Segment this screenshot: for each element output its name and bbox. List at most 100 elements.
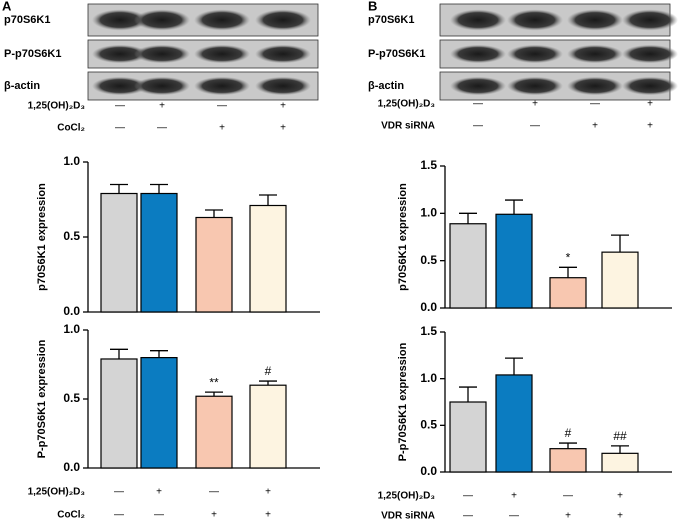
condition-sign: — — [115, 123, 125, 134]
condition-sign: — — [463, 511, 473, 522]
y-tick-label: 0.0 — [420, 300, 437, 314]
bar — [100, 358, 138, 469]
blot-label: P-p70S6K1 — [4, 48, 61, 60]
condition-sign: + — [211, 510, 217, 521]
condition-label: 1,25(OH)₂D₃ — [28, 487, 86, 498]
condition-sign: — — [563, 491, 573, 502]
condition-sign: + — [617, 511, 623, 522]
bar — [449, 401, 487, 473]
significance-mark: ## — [613, 429, 627, 443]
blot-band — [194, 44, 250, 64]
condition-label: CoCl₂ — [57, 510, 85, 521]
condition-sign: + — [159, 101, 165, 112]
bar — [495, 213, 533, 309]
condition-sign: + — [280, 123, 286, 134]
bar — [140, 357, 178, 469]
bar — [601, 452, 639, 473]
y-tick-label: 0.0 — [420, 464, 437, 478]
y-tick-label: 1.0 — [420, 206, 437, 220]
blot-band — [134, 9, 190, 31]
condition-label: 1,25(OH)₂D₃ — [378, 99, 436, 110]
y-tick-label: 0.5 — [420, 418, 437, 432]
y-tick-label: 0.5 — [63, 229, 80, 243]
y-axis-label: p70S6K1 expression — [397, 183, 409, 291]
significance-mark: # — [565, 426, 572, 440]
y-tick-label: 0.5 — [63, 391, 80, 405]
condition-label: 1,25(OH)₂D₃ — [378, 491, 436, 502]
bar — [140, 192, 178, 313]
condition-sign: + — [511, 491, 517, 502]
blot-band — [194, 76, 250, 96]
blot-band — [450, 76, 506, 96]
blot-band — [567, 44, 623, 64]
panel-label: B — [368, 0, 377, 13]
y-tick-label: 1.0 — [63, 154, 80, 168]
blot-band — [622, 44, 678, 64]
condition-sign: + — [219, 123, 225, 134]
condition-sign: — — [209, 487, 219, 498]
condition-sign: + — [617, 491, 623, 502]
bar — [549, 448, 587, 473]
condition-sign: + — [156, 487, 162, 498]
y-tick-label: 0.0 — [63, 304, 80, 318]
blot-band — [255, 9, 311, 31]
condition-sign: — — [473, 121, 483, 132]
condition-sign: + — [647, 99, 653, 110]
condition-sign: + — [280, 101, 286, 112]
condition-sign: — — [463, 491, 473, 502]
blot-band — [134, 76, 190, 96]
condition-sign: + — [592, 121, 598, 132]
y-axis-label: P-p70S6K1 expression — [36, 339, 48, 458]
bar — [601, 251, 639, 309]
significance-mark: ** — [209, 375, 219, 389]
blot-label: p70S6K1 — [368, 14, 414, 26]
y-axis-label: p70S6K1 expression — [36, 183, 48, 291]
condition-sign: — — [115, 101, 125, 112]
y-tick-label: 0.5 — [420, 253, 437, 267]
condition-label: VDR siRNA — [381, 511, 435, 522]
blot-label: P-p70S6K1 — [368, 48, 425, 60]
condition-sign: — — [509, 511, 519, 522]
blot-band — [507, 44, 563, 64]
bar — [195, 395, 233, 469]
condition-sign: — — [154, 510, 164, 521]
bar — [549, 277, 587, 309]
y-tick-label: 1.5 — [420, 158, 437, 172]
bar — [495, 374, 533, 473]
blot-band — [567, 9, 623, 31]
condition-sign: + — [265, 487, 271, 498]
y-tick-label: 0.0 — [63, 460, 80, 474]
y-tick-label: 1.0 — [420, 371, 437, 385]
blot-label: β-actin — [368, 80, 404, 92]
condition-sign: + — [532, 99, 538, 110]
condition-sign: + — [565, 511, 571, 522]
blot-label: p70S6K1 — [4, 14, 50, 26]
y-tick-label: 1.5 — [420, 324, 437, 338]
condition-sign: — — [217, 101, 227, 112]
condition-sign: + — [265, 510, 271, 521]
blot-band — [622, 76, 678, 96]
condition-sign: — — [590, 99, 600, 110]
condition-sign: + — [647, 121, 653, 132]
blot-band — [255, 44, 311, 64]
blot-band — [507, 76, 563, 96]
blot-band — [92, 9, 148, 31]
blot-band — [567, 76, 623, 96]
bar — [195, 216, 233, 313]
condition-label: VDR siRNA — [381, 121, 435, 132]
condition-sign: — — [530, 121, 540, 132]
bar — [100, 192, 138, 313]
panel-label: A — [2, 0, 12, 13]
blot-band — [134, 44, 190, 64]
condition-label: CoCl₂ — [57, 123, 85, 134]
condition-sign: — — [157, 123, 167, 134]
blot-band — [255, 76, 311, 96]
blot-band — [92, 44, 148, 64]
blot-label: β-actin — [4, 80, 40, 92]
significance-mark: * — [566, 250, 571, 264]
blot-band — [92, 76, 148, 96]
blot-band — [507, 9, 563, 31]
bar — [449, 223, 487, 309]
condition-sign: — — [114, 487, 124, 498]
